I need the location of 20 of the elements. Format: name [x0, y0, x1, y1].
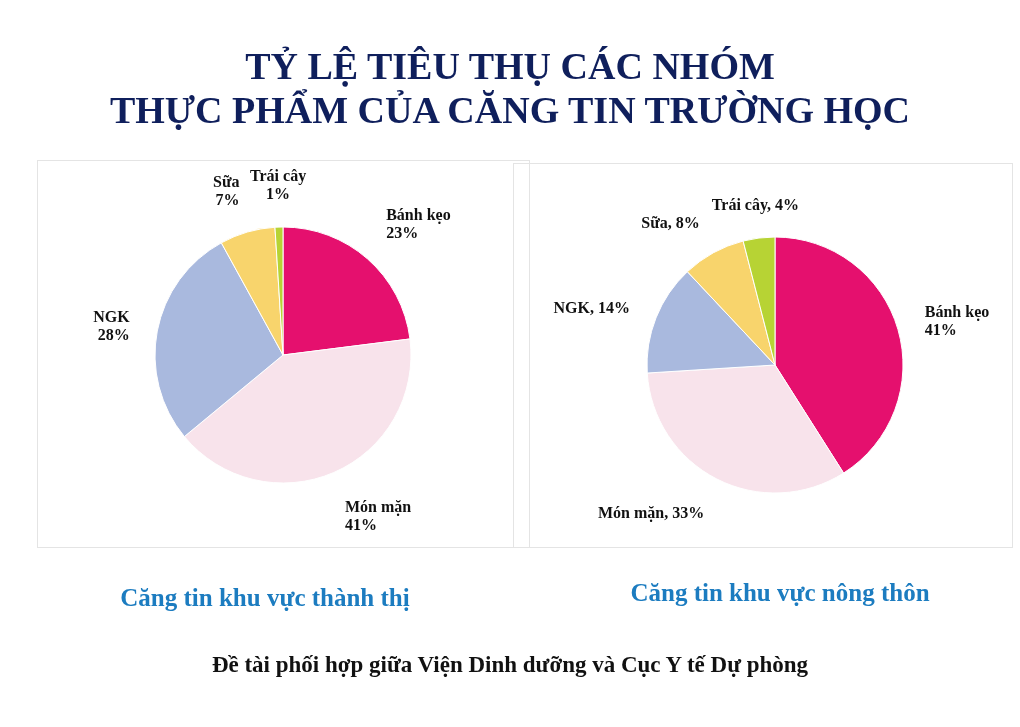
- slice-label: Sữa: [212, 173, 240, 191]
- slice-label: Bánh kẹo: [924, 303, 990, 322]
- data-label: 41%: [924, 321, 957, 339]
- slice-label: Bánh kẹo: [386, 205, 451, 224]
- slice-label: Món mặn: [344, 498, 412, 517]
- text: Căng tin khu vực nông thôn: [630, 579, 930, 606]
- data-label: 41%: [344, 516, 377, 534]
- data-label: 28%: [97, 325, 130, 343]
- slice-label: Trái cây, 4%: [711, 196, 800, 215]
- data-label: 7%: [215, 191, 240, 209]
- slice-label: Sữa, 8%: [641, 214, 700, 232]
- data-label: 1%: [266, 185, 291, 203]
- data-label: 23%: [386, 223, 419, 241]
- text: Đề tài phối hợp giữa Viện Dinh dưỡng và Cục Y tế Dự phòng: [210, 652, 810, 678]
- slice-label: Món mặn, 33%: [597, 504, 705, 522]
- slice-label: NGK: [93, 307, 131, 325]
- slice-label: NGK, 14%: [553, 298, 630, 316]
- chart-title: TỶ LỆ TIÊU THỤ CÁC NHÓM THỰC PHẨM CỦA CĂNG TIN TRƯỜNG HỌC: [108, 44, 912, 132]
- text: Căng tin khu vực thành thị: [120, 584, 410, 611]
- slice-label: Trái cây: [250, 167, 307, 186]
